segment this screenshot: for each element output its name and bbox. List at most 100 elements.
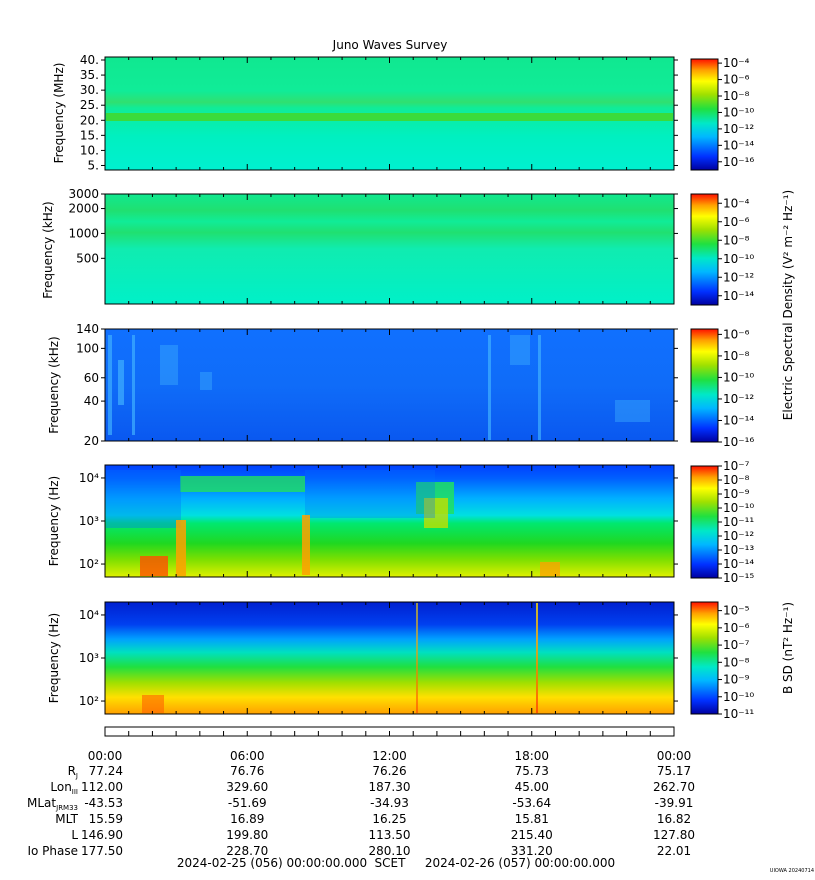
colorbar-tick-label: 10⁻⁸ [723, 89, 750, 103]
spike-b-3 [142, 695, 164, 713]
ytick-label: 10³ [79, 514, 99, 528]
ylabel-panel-2: Frequency (kHz) [41, 201, 55, 298]
emission-features [108, 335, 650, 440]
ephemeris-value: 199.80 [226, 828, 268, 842]
colorbar-3 [690, 328, 719, 443]
ephemeris-value: 215.40 [511, 828, 553, 842]
colorbar-tick-label: 10⁻¹⁴ [723, 289, 754, 303]
colorbar-tick-label: 10⁻¹⁰ [723, 252, 754, 266]
colorbar-5 [690, 601, 719, 715]
ytick-label: 10. [80, 143, 99, 157]
colorbar-tick-label: 10⁻¹¹ [723, 515, 754, 529]
time-tick-label: 12:00 [372, 749, 407, 763]
colorbar-tick-label: 10⁻⁴ [723, 196, 750, 210]
ephemeris-row-label: MLatJRM33 [27, 796, 78, 812]
colorbar-2 [690, 193, 719, 306]
ephemeris-value: 75.17 [657, 764, 691, 778]
colorbar-tick-label: 10⁻¹⁰ [723, 690, 754, 704]
ytick-label: 60 [84, 371, 99, 385]
ephemeris-value: 76.76 [230, 764, 264, 778]
colorbar-tick-label: 10⁻¹¹ [723, 707, 754, 721]
colorbar-tick-label: 10⁻¹⁴ [723, 138, 754, 152]
ephemeris-value: 187.30 [369, 780, 411, 794]
ephemeris-value: -43.53 [84, 796, 123, 810]
ytick-label: 3000 [68, 187, 99, 201]
ephemeris-value: 77.24 [89, 764, 123, 778]
ytick-label: 30. [80, 83, 99, 97]
ylabel-panel-5: Frequency (Hz) [47, 613, 61, 704]
panel-lfr-high: 140 100 60 40 20 10⁻⁶ 10⁻⁸ 10⁻¹⁰ 10⁻¹² 10⁻¹⁴ 10⁻¹… [47, 322, 754, 449]
colorbar-tick-label: 10⁻⁸ [723, 473, 750, 487]
colorbar-tick-label: 10⁻⁷ [723, 459, 750, 473]
ephemeris-value: 262.70 [653, 780, 695, 794]
ephemeris-value: 16.82 [657, 812, 691, 826]
ytick-label: 35. [80, 68, 99, 82]
ytick-label: 1000 [68, 226, 99, 240]
ephemeris-value: -53.64 [512, 796, 551, 810]
ephemeris-value: 15.59 [89, 812, 123, 826]
panel-lfr-b: 10⁴ 10³ 10² 10⁻⁵ 10⁻⁶ 10⁻⁷ 10⁻⁸ 10⁻⁹ 10⁻¹⁰ 10⁻¹¹… [47, 601, 754, 721]
band-20mhz [106, 113, 673, 121]
ephemeris-value: 45.00 [515, 780, 549, 794]
colorbar-tick-label: 10⁻¹⁰ [723, 501, 754, 515]
ytick-label: 40. [80, 53, 99, 67]
ephemeris-value: 331.20 [511, 844, 553, 858]
ephemeris-value: 228.70 [226, 844, 268, 858]
ephemeris-value: 76.26 [372, 764, 406, 778]
colorbar-1 [690, 58, 719, 171]
ytick-label: 2000 [68, 202, 99, 216]
colorbar-tick-label: 10⁻¹⁶ [723, 435, 754, 449]
spectrogram-lfr-high [104, 328, 675, 442]
colorbar-tick-label: 10⁻¹² [723, 122, 754, 136]
ephemeris-value: 177.50 [81, 844, 123, 858]
ephemeris-value: 15.81 [515, 812, 549, 826]
chart-title: Juno Waves Survey [332, 38, 448, 52]
ytick-label: 25. [80, 98, 99, 112]
emission-features-e [106, 470, 560, 576]
ytick-label: 20 [84, 434, 99, 448]
spike-b-2 [536, 603, 538, 713]
spike-b-1 [416, 603, 418, 713]
ephemeris-value: 16.25 [372, 812, 406, 826]
ephemeris-row-label: LonIII [50, 780, 78, 796]
colorbar-label-e: Electric Spectral Density (V² m⁻² Hz⁻¹) [781, 190, 795, 420]
colorbar-tick-label: 10⁻⁸ [723, 349, 750, 363]
ylabel-panel-4: Frequency (Hz) [47, 476, 61, 567]
ephemeris-value: 280.10 [369, 844, 411, 858]
ephemeris-value: 22.01 [657, 844, 691, 858]
ytick-label: 10⁴ [79, 608, 99, 622]
ephemeris-value: 127.80 [653, 828, 695, 842]
ephemeris-value: 146.90 [81, 828, 123, 842]
colorbar-tick-label: 10⁻⁸ [723, 655, 750, 669]
ephemeris-value: 75.73 [515, 764, 549, 778]
ephemeris-row-label: Io Phase [27, 844, 78, 858]
footer-end: 2024-02-26 (057) 00:00:00.000 [425, 856, 615, 870]
ytick-label: 100 [76, 341, 99, 355]
colorbar-tick-label: 10⁻¹³ [723, 543, 754, 557]
colorbar-tick-label: 10⁻⁶ [723, 73, 750, 87]
colorbar-tick-label: 10⁻¹⁰ [723, 105, 754, 119]
colorbar-tick-label: 10⁻⁷ [723, 638, 750, 652]
time-tick-label: 00:00 [657, 749, 692, 763]
ephemeris-row-sub: JRM33 [55, 804, 78, 812]
colorbar-tick-label: 10⁻⁶ [723, 215, 750, 229]
colorbar-tick-label: 10⁻¹² [723, 270, 754, 284]
colorbar-tick-label: 10⁻⁹ [723, 487, 750, 501]
colorbar-tick-label: 10⁻¹⁴ [723, 557, 754, 571]
colorbar-tick-label: 10⁻¹² [723, 392, 754, 406]
time-tick-label: 18:00 [514, 749, 549, 763]
ephemeris-value: 329.60 [226, 780, 268, 794]
ephemeris-row-sub: J [75, 772, 78, 780]
colorbar-tick-label: 10⁻¹⁶ [723, 155, 754, 169]
footer-id: UIOWA 20240714 [770, 868, 814, 874]
ephemeris-value: -51.69 [228, 796, 267, 810]
ephemeris-value: -34.93 [370, 796, 409, 810]
footer-scet: SCET [375, 856, 407, 870]
panel-hfr-high: 40.35.30.25.20.15.10.5. 10⁻⁴ 10⁻⁶ 10⁻⁸ 10⁻¹… [52, 53, 754, 172]
spectrogram-lfr-b [104, 601, 675, 715]
colorbar-tick-label: 10⁻⁸ [723, 233, 750, 247]
colorbar-tick-label: 10⁻¹² [723, 529, 754, 543]
colorbar-tick-label: 10⁻⁹ [723, 673, 750, 687]
